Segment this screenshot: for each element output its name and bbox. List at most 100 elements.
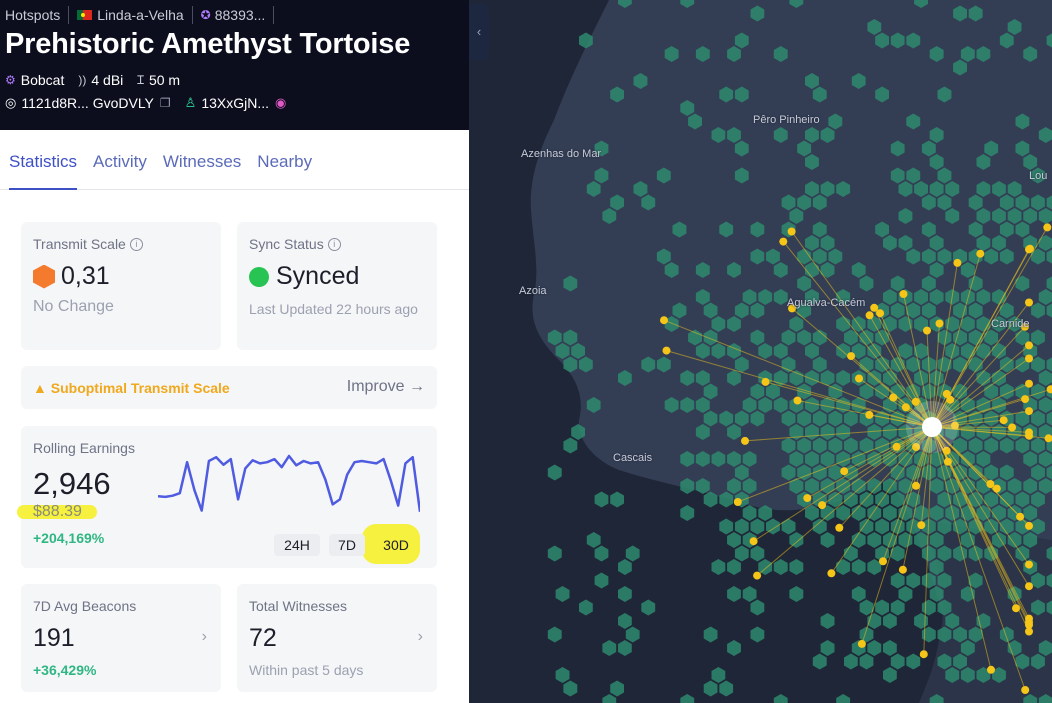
coverage-hex[interactable] — [594, 167, 609, 184]
coverage-hex[interactable] — [906, 518, 921, 535]
coverage-hex[interactable] — [711, 127, 726, 143]
coverage-hex[interactable] — [890, 167, 905, 184]
coverage-hex[interactable] — [976, 343, 991, 359]
coverage-hex[interactable] — [945, 478, 960, 494]
coverage-hex[interactable] — [781, 464, 796, 481]
coverage-hex[interactable] — [680, 397, 695, 413]
coverage-hex[interactable] — [999, 194, 1014, 211]
coverage-hex[interactable] — [960, 424, 975, 440]
coverage-hex[interactable] — [992, 667, 1006, 683]
witness-dot[interactable] — [1016, 512, 1025, 521]
coverage-hex[interactable] — [773, 127, 788, 143]
coverage-hex[interactable] — [929, 289, 944, 305]
coverage-hex[interactable] — [1015, 410, 1030, 427]
coverage-hex[interactable] — [836, 559, 851, 575]
coverage-hex[interactable] — [641, 356, 656, 373]
coverage-hex[interactable] — [976, 208, 991, 224]
coverage-hex[interactable] — [937, 599, 952, 616]
coverage-hex[interactable] — [563, 275, 578, 292]
witness-dot[interactable] — [835, 523, 844, 532]
coverage-hex[interactable] — [929, 478, 944, 494]
coverage-hex[interactable] — [867, 559, 882, 575]
coverage-hex[interactable] — [1015, 437, 1030, 454]
coverage-hex[interactable] — [844, 329, 858, 346]
coverage-hex[interactable] — [727, 478, 741, 494]
map-canvas[interactable] — [469, 0, 1052, 703]
coverage-hex[interactable] — [727, 127, 741, 143]
info-icon[interactable]: i — [327, 237, 341, 251]
breadcrumb-location[interactable]: Linda-a-Velha — [97, 7, 184, 23]
coverage-hex[interactable] — [929, 127, 944, 143]
coverage-hex[interactable] — [820, 262, 835, 278]
coverage-hex[interactable] — [812, 248, 827, 265]
coverage-hex[interactable] — [1031, 437, 1045, 454]
coverage-hex[interactable] — [992, 397, 1006, 413]
coverage-hex[interactable] — [1038, 127, 1052, 143]
coverage-hex[interactable] — [1023, 532, 1038, 548]
coverage-hex[interactable] — [999, 437, 1014, 454]
witness-dot[interactable] — [912, 443, 920, 451]
witness-dot[interactable] — [857, 639, 866, 648]
coverage-hex[interactable] — [883, 667, 897, 683]
coverage-hex[interactable] — [875, 221, 889, 238]
witness-dot[interactable] — [840, 467, 849, 476]
coverage-hex[interactable] — [727, 586, 741, 602]
coverage-hex[interactable] — [1046, 411, 1052, 427]
coverage-hex[interactable] — [734, 32, 749, 49]
coverage-hex[interactable] — [1046, 195, 1052, 211]
coverage-hex[interactable] — [929, 586, 944, 602]
coverage-hex[interactable] — [695, 289, 710, 305]
improve-link[interactable]: Improve → — [346, 378, 425, 395]
witness-dot[interactable] — [1043, 223, 1052, 232]
coverage-hex[interactable] — [547, 626, 562, 643]
witness-dot[interactable] — [870, 303, 879, 312]
coverage-hex[interactable] — [1031, 599, 1045, 616]
coverage-hex[interactable] — [984, 329, 999, 346]
coverage-hex[interactable] — [820, 613, 835, 629]
coverage-hex[interactable] — [914, 289, 928, 305]
coverage-hex[interactable] — [992, 343, 1006, 359]
coverage-hex[interactable] — [1007, 640, 1022, 656]
coverage-hex[interactable] — [797, 302, 812, 319]
coverage-hex[interactable] — [1046, 249, 1052, 265]
coverage-hex[interactable] — [937, 545, 952, 562]
coverage-hex[interactable] — [680, 505, 695, 521]
coverage-hex[interactable] — [836, 289, 851, 305]
coverage-hex[interactable] — [812, 518, 827, 535]
coverage-hex[interactable] — [1038, 694, 1052, 703]
coverage-hex[interactable] — [781, 518, 796, 535]
coverage-hex[interactable] — [594, 572, 609, 589]
coverage-hex[interactable] — [921, 275, 936, 292]
coverage-hex[interactable] — [1046, 600, 1052, 616]
coverage-hex[interactable] — [937, 86, 952, 103]
coverage-hex[interactable] — [781, 437, 796, 454]
coverage-hex[interactable] — [727, 316, 741, 332]
coverage-hex[interactable] — [828, 464, 843, 481]
coverage-hex[interactable] — [1023, 154, 1038, 170]
coverage-hex[interactable] — [602, 640, 617, 656]
coverage-hex[interactable] — [719, 86, 734, 103]
coverage-hex[interactable] — [1038, 289, 1052, 305]
coverage-hex[interactable] — [953, 653, 967, 670]
coverage-hex[interactable] — [976, 478, 991, 494]
coverage-hex[interactable] — [1007, 181, 1022, 197]
witness-dot[interactable] — [951, 421, 959, 430]
coverage-hex[interactable] — [555, 586, 570, 602]
coverage-hex[interactable] — [976, 667, 991, 683]
coverage-hex[interactable] — [883, 532, 897, 548]
coverage-hex[interactable] — [695, 451, 710, 467]
coverage-hex[interactable] — [703, 491, 718, 508]
coverage-hex[interactable] — [945, 208, 960, 224]
coverage-hex[interactable] — [750, 518, 765, 535]
witness-dot[interactable] — [818, 501, 827, 510]
coverage-hex[interactable] — [914, 532, 928, 548]
coverage-hex[interactable] — [968, 572, 983, 589]
coverage-hex[interactable] — [1038, 478, 1052, 494]
coverage-hex[interactable] — [851, 73, 866, 89]
witness-dot[interactable] — [1025, 627, 1033, 636]
coverage-hex[interactable] — [937, 653, 952, 670]
coverage-hex[interactable] — [703, 383, 718, 400]
coverage-hex[interactable] — [633, 73, 648, 89]
coverage-hex[interactable] — [976, 235, 991, 251]
coverage-hex[interactable] — [836, 370, 851, 386]
